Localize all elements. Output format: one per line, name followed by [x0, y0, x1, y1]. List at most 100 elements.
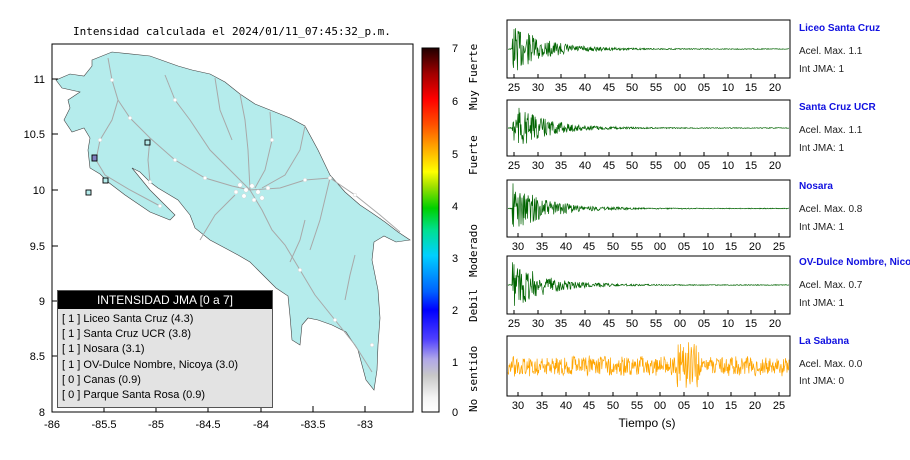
- waveform-tick-label: 05: [678, 241, 690, 253]
- lat-tick-label: 9: [39, 296, 45, 308]
- waveform-tick-label: 30: [532, 318, 544, 330]
- legend-item: [ 1 ] Liceo Santa Cruz (4.3): [62, 313, 194, 325]
- waveform-xlabel: Tiempo (s): [619, 416, 676, 430]
- colorbar-tick: 5: [452, 149, 458, 161]
- waveform-tick-label: 45: [603, 160, 615, 172]
- waveform-tick-label: 05: [678, 400, 690, 412]
- waveform-tick-label: 45: [603, 318, 615, 330]
- colorbar-tick: 4: [452, 201, 458, 213]
- colorbar: [421, 47, 440, 413]
- lat-tick-label: 11: [34, 74, 45, 86]
- waveform-tick-label: 35: [555, 160, 567, 172]
- colorbar-ticks: 7 6 5 4 3 2 1 0: [452, 43, 458, 419]
- waveform-tick-label: 15: [725, 400, 737, 412]
- waveform-trace: [507, 107, 790, 144]
- waveform-tick-label: 55: [650, 160, 662, 172]
- lon-tick-label: -85.5: [91, 419, 116, 431]
- waveform-trace: [507, 183, 790, 227]
- station-accel: Acel. Max. 1.1: [799, 46, 863, 57]
- lon-tick-label: -84: [253, 419, 269, 431]
- legend-list: [ 1 ] Liceo Santa Cruz (4.3) [ 1 ] Santa…: [58, 309, 272, 403]
- station-marker: [91, 154, 98, 162]
- lon-tick-label: -83.5: [300, 419, 325, 431]
- lat-tick-label: 8: [39, 407, 45, 419]
- lon-tick-label: -83: [357, 419, 373, 431]
- waveform-panel: 25 30 35 40 45 50 55 00 05 10 15 20: [506, 19, 791, 94]
- station-jma: Int JMA: 1: [799, 143, 845, 154]
- waveform-tick-label: 20: [769, 318, 781, 330]
- waveform-tick-label: 10: [702, 400, 714, 412]
- station-jma: Int JMA: 1: [799, 64, 845, 75]
- waveform-tick-label: 25: [773, 241, 785, 253]
- waveform-tick-label: 10: [702, 241, 714, 253]
- waveform-tick-label: 20: [749, 241, 761, 253]
- waveform-tick-label: 05: [698, 318, 710, 330]
- waveform-tick-label: 55: [631, 400, 643, 412]
- waveform-trace: [507, 28, 790, 71]
- colorbar-tick: 7: [452, 43, 458, 55]
- station-jma: Int JMA: 0: [799, 376, 845, 387]
- map-title: Intensidad calculada el 2024/01/11_07:45…: [73, 25, 391, 38]
- waveform-tick-label: 40: [579, 82, 591, 94]
- waveform-tick-label: 55: [631, 241, 643, 253]
- waveform-tick-label: 50: [626, 82, 638, 94]
- station-accel: Acel. Max. 1.1: [799, 125, 863, 136]
- colorbar-tick: 0: [452, 407, 458, 419]
- waveform-trace: [507, 262, 790, 306]
- colorbar-label: Muy Fuerte: [467, 44, 480, 110]
- waveform-tick-label: 25: [773, 400, 785, 412]
- waveform-tick-label: 00: [674, 318, 686, 330]
- lat-tick-label: 9.5: [30, 241, 45, 253]
- colorbar-tick: 1: [452, 357, 458, 369]
- waveform-tick-label: 50: [607, 400, 619, 412]
- waveform-tick-label: 55: [650, 82, 662, 94]
- station-marker: [144, 139, 151, 146]
- waveform-tick-label: 45: [583, 241, 595, 253]
- station-accel: Acel. Max. 0.0: [799, 359, 863, 370]
- waveform-tick-label: 00: [654, 400, 666, 412]
- waveform-tick-label: 25: [508, 318, 520, 330]
- waveform-tick-label: 10: [722, 318, 734, 330]
- waveform-tick-label: 40: [560, 241, 572, 253]
- waveform-tick-label: 45: [583, 400, 595, 412]
- colorbar-tick: 2: [452, 305, 458, 317]
- waveform-tick-label: 30: [532, 160, 544, 172]
- waveform-tick-label: 50: [626, 160, 638, 172]
- waveform-tick-label: 50: [626, 318, 638, 330]
- waveform-tick-label: 10: [722, 160, 734, 172]
- station-name: Liceo Santa Cruz: [799, 23, 881, 34]
- waveform-tick-label: 20: [769, 82, 781, 94]
- waveform-tick-label: 35: [555, 82, 567, 94]
- station-name: Santa Cruz UCR: [799, 102, 876, 113]
- lat-tick-label: 10.5: [24, 129, 45, 141]
- map-land: [55, 51, 411, 391]
- waveform-tick-label: 35: [536, 400, 548, 412]
- waveform-tick-label: 25: [508, 160, 520, 172]
- station-markers: [85, 139, 151, 196]
- legend-item: [ 0 ] Canas (0.9): [62, 373, 141, 386]
- colorbar-label: Fuerte: [467, 135, 480, 175]
- waveform-tick-label: 05: [698, 160, 710, 172]
- waveform-tick-label: 00: [674, 160, 686, 172]
- town-markers: [97, 77, 375, 348]
- legend-item: [ 1 ] OV-Dulce Nombre, Nicoya (3.0): [62, 358, 239, 371]
- lat-tick-labels: 11 10.5 10 9.5 9 8.5 8: [24, 74, 45, 419]
- legend-title: INTENSIDAD JMA [0 a 7]: [58, 291, 272, 309]
- waveform-panel: 25 30 35 40 45 50 55 00 05 10 15 20: [506, 99, 791, 172]
- waveform-tick-label: 10: [722, 82, 734, 94]
- station-jma: Int JMA: 1: [799, 298, 845, 309]
- colorbar-tick: 6: [452, 96, 458, 108]
- waveform-tick-label: 55: [650, 318, 662, 330]
- waveform-tick-label: 20: [749, 400, 761, 412]
- waveform-tick-label: 45: [603, 82, 615, 94]
- waveform-trace: [507, 342, 790, 388]
- waveform-tick-label: 00: [674, 82, 686, 94]
- waveform-tick-label: 30: [532, 82, 544, 94]
- lon-tick-labels: -86 -85.5 -85 -84.5 -84 -83.5 -83: [44, 419, 373, 431]
- station-accel: Acel. Max. 0.7: [799, 280, 863, 291]
- waveform-tick-label: 25: [508, 82, 520, 94]
- station-name: Nosara: [799, 181, 833, 192]
- colorbar-label: Moderado: [467, 224, 480, 277]
- waveform-panel: 25 30 35 40 45 50 55 00 05 10 15 20: [506, 255, 791, 330]
